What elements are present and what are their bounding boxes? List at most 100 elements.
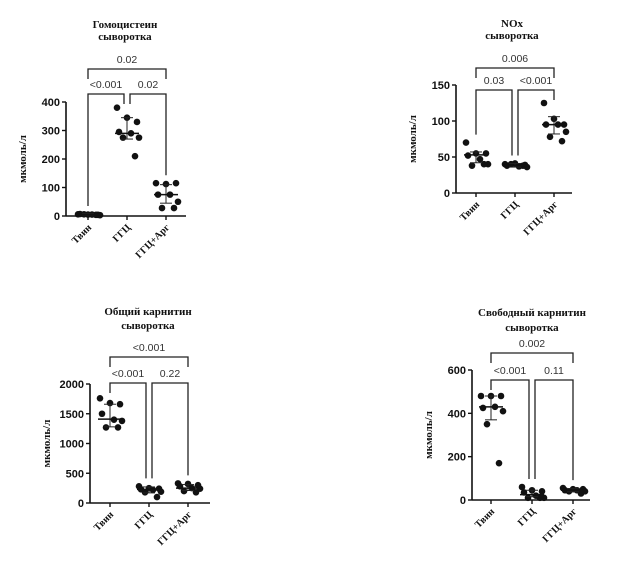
- data-point: [135, 134, 143, 141]
- data-point: [476, 155, 484, 163]
- data-point: [562, 128, 570, 136]
- data-point: [538, 488, 546, 495]
- x-tick-label: Твин: [458, 199, 482, 223]
- data-point: [482, 150, 490, 157]
- data-point: [495, 459, 503, 467]
- data-point: [477, 392, 485, 400]
- data-point: [546, 133, 554, 141]
- data-point: [524, 494, 532, 502]
- p-value-label: 0.02: [117, 54, 138, 66]
- x-tick-label: ГГЦ: [111, 222, 133, 244]
- data-point: [102, 424, 110, 431]
- x-tick-label: ГГЦ: [499, 199, 521, 221]
- data-point: [483, 420, 491, 428]
- data-point: [162, 180, 170, 188]
- significance-bracket: [475, 89, 513, 156]
- data-point: [462, 139, 470, 146]
- significance-bracket: [517, 89, 555, 156]
- data-point: [115, 128, 123, 136]
- p-value-label: 0.03: [484, 75, 505, 87]
- y-tick-label: 100: [42, 183, 60, 195]
- y-tick-label: 500: [66, 468, 84, 480]
- data-point: [479, 404, 487, 412]
- data-point: [158, 204, 166, 212]
- significance-bracket: [87, 68, 167, 79]
- y-tick-label: 200: [448, 452, 466, 464]
- data-point: [119, 134, 127, 141]
- data-point: [507, 160, 515, 168]
- chart-title: сыворотка: [485, 30, 539, 42]
- chart-title: Свободный карнитин: [478, 307, 587, 319]
- y-tick-label: 50: [438, 152, 450, 164]
- p-value-label: <0.001: [90, 79, 123, 91]
- x-tick-label: ГГЦ+Арг: [522, 199, 561, 238]
- data-point: [536, 494, 544, 502]
- y-tick-label: 400: [448, 408, 466, 420]
- p-value-label: <0.001: [112, 368, 145, 380]
- y-tick-label: 150: [432, 80, 450, 92]
- chart-title: сыворотка: [121, 320, 175, 332]
- data-point: [172, 179, 180, 187]
- p-value-label: <0.001: [494, 365, 527, 377]
- data-point: [499, 407, 507, 415]
- y-tick-label: 300: [42, 126, 60, 138]
- y-tick-label: 2000: [60, 379, 84, 391]
- data-point: [170, 204, 178, 212]
- p-value-label: <0.001: [520, 75, 553, 87]
- y-tick-label: 0: [460, 495, 466, 507]
- data-point: [468, 162, 476, 169]
- data-point: [113, 104, 121, 111]
- significance-bracket: [490, 379, 530, 479]
- data-point: [174, 198, 182, 206]
- p-value-label: 0.006: [502, 53, 528, 65]
- y-tick-label: 100: [432, 116, 450, 128]
- x-tick-label: ГГЦ+Арг: [156, 509, 195, 548]
- chart-title: Общий карнитин: [104, 306, 192, 318]
- data-point: [518, 483, 526, 491]
- chart-panel: Свободный карнитин сыворотка 0 200 400 600 мкм…: [423, 307, 590, 545]
- significance-bracket: [490, 352, 574, 363]
- y-tick-label: 600: [448, 365, 466, 377]
- x-tick-label: ГГЦ+Арг: [541, 506, 580, 545]
- y-tick-label: 400: [42, 97, 60, 109]
- data-point: [133, 118, 141, 126]
- data-point: [153, 493, 161, 501]
- data-point: [192, 488, 200, 496]
- significance-bracket: [109, 382, 147, 479]
- x-tick-label: ГГЦ: [133, 509, 155, 531]
- data-point: [98, 410, 106, 418]
- data-point: [114, 424, 122, 431]
- y-axis-label: мкмоль/л: [423, 411, 435, 459]
- y-axis-label: мкмоль/л: [41, 420, 53, 468]
- significance-bracket: [534, 379, 574, 481]
- p-value-label: 0.11: [544, 365, 564, 377]
- data-point: [480, 160, 488, 168]
- y-axis-label: мкмоль/л: [407, 115, 419, 163]
- p-value-label: 0.02: [138, 79, 159, 91]
- x-tick-label: ГГЦ+Арг: [134, 222, 173, 261]
- data-point: [540, 99, 548, 107]
- data-point: [152, 179, 160, 187]
- data-point: [141, 488, 149, 496]
- significance-bracket: [109, 356, 189, 367]
- y-tick-label: 1500: [60, 409, 84, 421]
- y-axis-label: мкмоль/л: [17, 135, 29, 183]
- data-point: [116, 400, 124, 408]
- x-tick-label: Твин: [70, 222, 94, 246]
- y-tick-label: 0: [78, 498, 84, 510]
- significance-bracket: [475, 67, 555, 78]
- x-tick-label: Твин: [92, 509, 116, 533]
- significance-bracket: [129, 93, 167, 176]
- significance-bracket: [151, 382, 189, 479]
- data-point: [96, 394, 104, 402]
- chart-title: NOx: [501, 18, 524, 30]
- data-point: [577, 490, 585, 497]
- chart-title: сыворотка: [98, 31, 152, 43]
- data-point: [131, 152, 139, 160]
- y-tick-label: 1000: [60, 439, 84, 451]
- data-point: [558, 137, 566, 145]
- p-value-label: 0.22: [160, 368, 181, 380]
